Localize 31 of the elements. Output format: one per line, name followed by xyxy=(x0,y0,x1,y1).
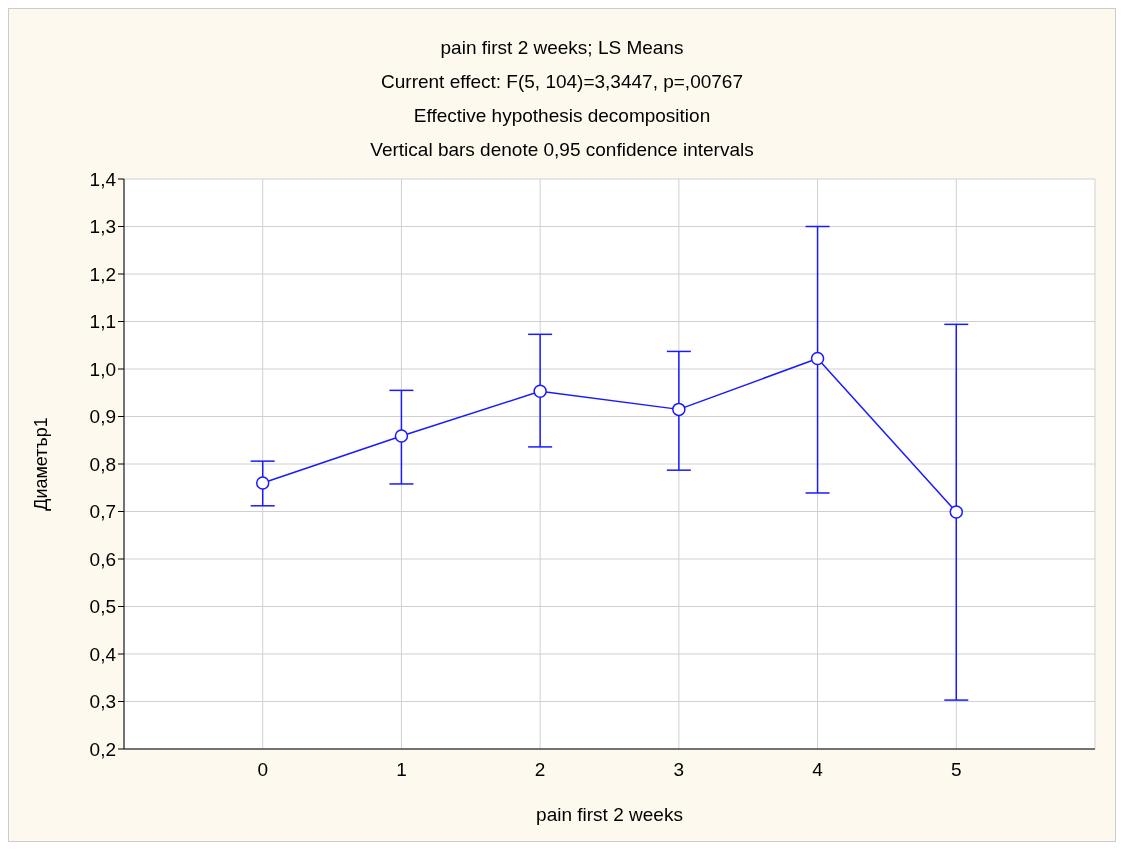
y-tick-label: 0,5 xyxy=(89,596,116,618)
x-tick-label: 3 xyxy=(673,759,685,781)
y-tick-label: 1,2 xyxy=(89,263,116,285)
y-tick-label: 1,4 xyxy=(89,168,117,190)
x-tick-label: 4 xyxy=(812,759,824,781)
text: Current effect: F(5, 104)=3,3447, p=,00767 xyxy=(380,70,744,94)
y-tick-label: 0,7 xyxy=(89,501,116,523)
x-axis-title: pain first 2 weeks xyxy=(536,804,683,825)
y-tick-label: 1,1 xyxy=(89,311,116,333)
y-axis-title: Диаметър1 xyxy=(31,417,52,511)
point xyxy=(810,351,825,366)
y-tick-label: 1,0 xyxy=(89,358,116,380)
x-tick-label: 5 xyxy=(951,759,962,781)
x-tick-label: 0 xyxy=(257,759,268,781)
y-tick-label: 1,3 xyxy=(89,216,116,238)
text: Effective hypothesis decomposition xyxy=(412,104,712,128)
y-tick-label: 0,9 xyxy=(89,406,116,428)
text: Vertical bars denote 0,95 confidence intervals xyxy=(369,138,755,162)
y-tick-label: 0,6 xyxy=(89,548,116,570)
point xyxy=(949,505,964,519)
y-tick-label: 0,8 xyxy=(89,453,116,475)
point xyxy=(672,402,686,417)
point xyxy=(394,429,409,443)
chart-title: pain first 2 weeks; LS Means xyxy=(439,36,685,60)
point xyxy=(255,476,270,490)
y-tick-label: 0,4 xyxy=(89,643,117,665)
x-tick-label: 1 xyxy=(396,759,407,781)
x-tick-label: 2 xyxy=(534,759,546,781)
y-tick-label: 0,2 xyxy=(89,738,116,760)
point xyxy=(533,384,547,399)
y-tick-label: 0,3 xyxy=(89,691,116,713)
